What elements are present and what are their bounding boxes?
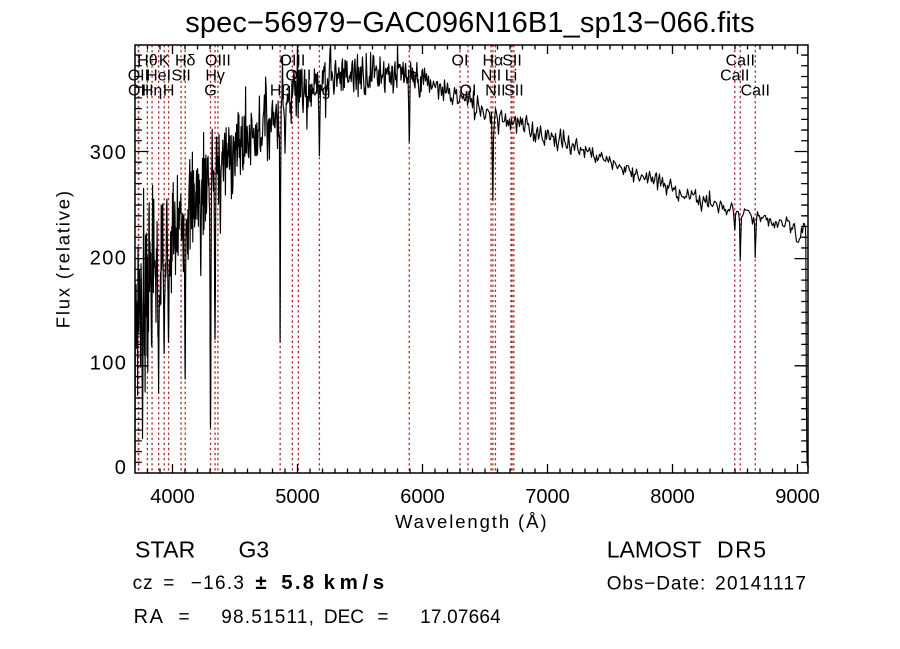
svg-text:Hδ: Hδ xyxy=(175,53,196,70)
svg-text:CaII: CaII xyxy=(720,68,749,85)
svg-text:17.07664: 17.07664 xyxy=(420,607,501,628)
svg-text:5000: 5000 xyxy=(275,486,320,508)
svg-text:G3: G3 xyxy=(239,537,270,563)
svg-text:200: 200 xyxy=(90,247,128,269)
svg-text:OII: OII xyxy=(128,83,149,100)
svg-text:SII: SII xyxy=(504,83,524,100)
svg-text:RA: RA xyxy=(134,606,165,628)
svg-text:0: 0 xyxy=(115,457,128,479)
svg-text:SII: SII xyxy=(502,53,522,70)
svg-text:NII: NII xyxy=(485,83,505,100)
svg-text:4000: 4000 xyxy=(150,486,195,508)
svg-text:DR5: DR5 xyxy=(717,537,768,563)
svg-text:OI: OI xyxy=(452,53,469,70)
svg-text:STAR: STAR xyxy=(135,537,195,563)
svg-text:100: 100 xyxy=(90,352,128,374)
svg-text:Hθ: Hθ xyxy=(137,53,158,70)
svg-text:Hγ: Hγ xyxy=(205,68,225,85)
svg-text:CaII: CaII xyxy=(726,53,755,70)
svg-text:=: = xyxy=(179,607,190,628)
svg-text:LAMOST: LAMOST xyxy=(607,537,702,563)
svg-text:SII: SII xyxy=(171,68,191,85)
svg-text:CaII: CaII xyxy=(741,83,770,100)
svg-text:Wavelength (Å): Wavelength (Å) xyxy=(395,511,548,532)
svg-text:20141117: 20141117 xyxy=(715,574,807,595)
svg-text:G: G xyxy=(204,83,216,100)
svg-text:HeI: HeI xyxy=(146,68,171,85)
svg-text:Flux (relative): Flux (relative) xyxy=(53,189,74,328)
svg-text:H: H xyxy=(163,83,175,100)
svg-text:300: 300 xyxy=(90,142,128,164)
svg-text:=: = xyxy=(163,573,174,594)
svg-text:km/s: km/s xyxy=(324,571,389,594)
svg-text:NII: NII xyxy=(481,68,501,85)
svg-text:cz: cz xyxy=(133,573,154,594)
svg-text:spec−56979−GAC096N16B1_sp13−06: spec−56979−GAC096N16B1_sp13−066.fits xyxy=(185,7,754,39)
svg-text:Hα: Hα xyxy=(482,53,503,70)
svg-text:6000: 6000 xyxy=(400,486,445,508)
svg-text:8000: 8000 xyxy=(650,486,695,508)
svg-text:98.51511,: 98.51511, xyxy=(221,607,315,628)
svg-text:Obs−Date:: Obs−Date: xyxy=(607,574,706,595)
svg-text:Li: Li xyxy=(505,68,517,85)
svg-text:DEC: DEC xyxy=(324,607,364,628)
svg-text:±: ± xyxy=(255,571,266,594)
svg-text:5.8: 5.8 xyxy=(281,571,316,594)
svg-text:Hβ: Hβ xyxy=(270,83,291,100)
svg-text:OIII: OIII xyxy=(280,53,306,70)
svg-text:9000: 9000 xyxy=(775,486,820,508)
svg-text:=: = xyxy=(377,607,388,628)
svg-text:K: K xyxy=(159,53,170,70)
svg-text:OIII: OIII xyxy=(205,53,231,70)
svg-text:7000: 7000 xyxy=(525,486,570,508)
svg-text:Hη: Hη xyxy=(142,83,162,100)
svg-text:−16.3: −16.3 xyxy=(191,573,246,594)
